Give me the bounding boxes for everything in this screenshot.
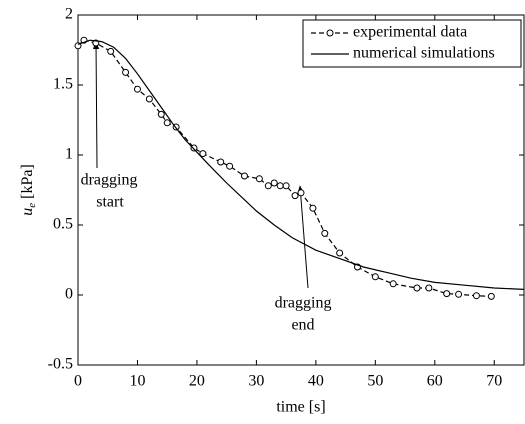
annotation-text: start: [96, 194, 124, 211]
data-point: [226, 162, 234, 170]
data-point: [190, 144, 198, 152]
data-line: [77, 39, 525, 290]
annotation-text: dragging: [275, 295, 332, 312]
data-point: [472, 292, 480, 300]
annotation-text: dragging: [81, 172, 138, 189]
data-point: [455, 290, 463, 298]
data-point: [157, 110, 165, 118]
data-point: [276, 182, 284, 190]
y-label-subscript: e: [26, 203, 38, 208]
annotation-arrow: [297, 185, 309, 289]
data-point: [371, 273, 379, 281]
data-point: [107, 47, 115, 55]
data-point: [199, 150, 207, 158]
data-point: [282, 182, 290, 190]
data-point: [443, 290, 451, 298]
data-point: [321, 229, 329, 237]
data-line: [77, 39, 492, 297]
legend-marker: [326, 29, 334, 37]
annotation-arrow: [92, 41, 100, 169]
annotation-text: end: [291, 317, 314, 334]
y-tick-label: 0.5: [53, 216, 73, 233]
y-tick-label: 2: [65, 6, 73, 23]
data-point: [122, 68, 130, 76]
x-tick-label: 30: [248, 373, 264, 390]
data-point: [413, 284, 421, 292]
data-point: [145, 95, 153, 103]
x-tick-label: 60: [427, 373, 443, 390]
y-label-symbol: u: [19, 208, 36, 216]
x-tick-label: 40: [308, 373, 324, 390]
y-tick-label: 1: [65, 146, 73, 163]
data-point: [425, 284, 433, 292]
data-point: [291, 192, 299, 200]
y-axis-label: ue [kPa]: [19, 164, 38, 216]
x-tick-label: 50: [367, 373, 383, 390]
data-point: [264, 182, 272, 190]
data-point: [255, 175, 263, 183]
y-tick-label: 0: [65, 286, 73, 303]
legend-box: [302, 19, 522, 68]
x-tick-label: 70: [486, 373, 502, 390]
data-point: [487, 292, 495, 300]
x-tick-label: 10: [129, 373, 145, 390]
data-point: [163, 119, 171, 127]
data-point: [389, 280, 397, 288]
data-point: [241, 172, 249, 180]
plot-frame: [77, 14, 525, 366]
data-point: [217, 158, 225, 166]
y-tick-label: -0.5: [48, 356, 73, 373]
x-tick-label: 0: [74, 373, 82, 390]
x-axis-label: time [s]: [276, 399, 325, 416]
data-point: [297, 189, 305, 197]
data-point: [309, 204, 317, 212]
x-tick-label: 20: [189, 373, 205, 390]
data-point: [336, 249, 344, 257]
legend-label: experimental data: [353, 24, 467, 41]
legend-label: numerical simulations: [353, 45, 495, 62]
y-tick-label: 1.5: [53, 76, 73, 93]
data-point: [133, 85, 141, 93]
data-point: [270, 179, 278, 187]
y-label-unit: [kPa]: [19, 164, 36, 199]
